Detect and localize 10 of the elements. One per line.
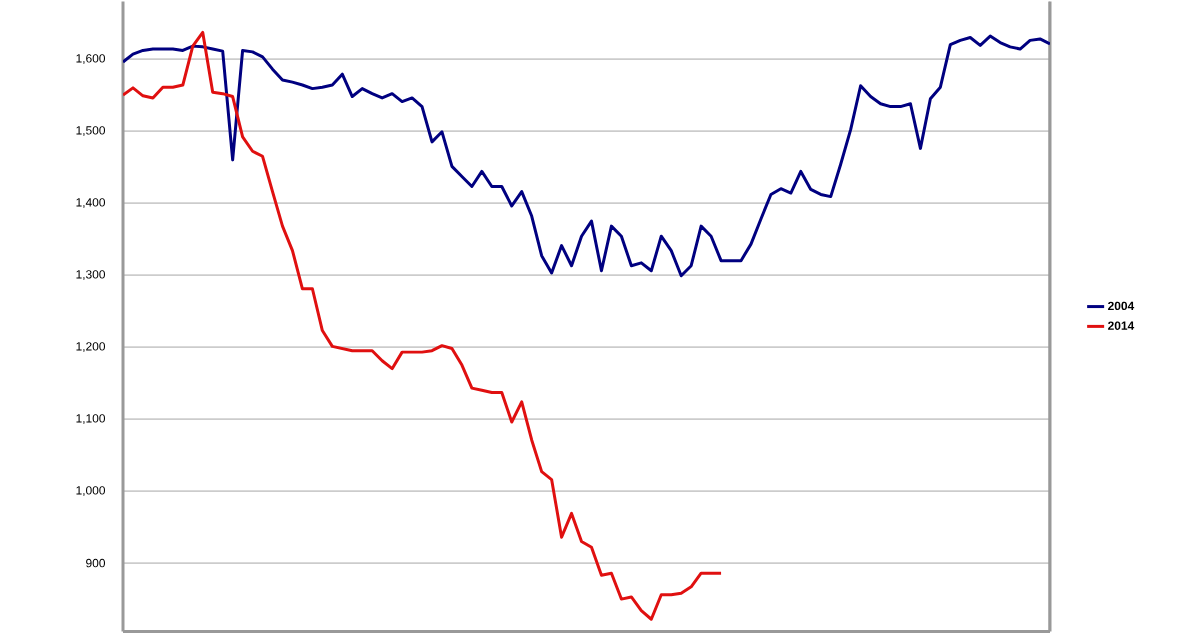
- y-tick-label: 900: [86, 558, 106, 568]
- y-tick-label: 1,100: [76, 414, 106, 425]
- y-tick-label: 1,000: [76, 486, 106, 497]
- y-tick-label: 1,200: [76, 342, 106, 353]
- y-tick-label: 1,500: [76, 126, 106, 137]
- y-tick-label: 1,300: [76, 270, 106, 281]
- legend-label: 2004: [1108, 301, 1135, 311]
- legend-label: 2014: [1108, 321, 1135, 330]
- y-tick-label: 1,600: [76, 54, 106, 65]
- y-tick-label: 1,400: [76, 198, 106, 209]
